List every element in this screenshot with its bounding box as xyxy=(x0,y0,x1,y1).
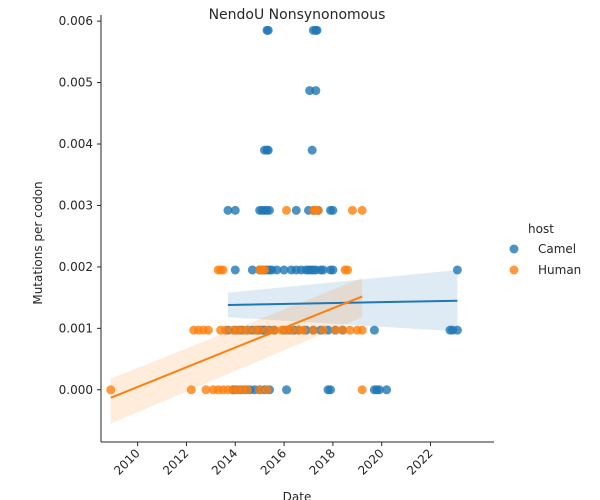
data-point-camel xyxy=(279,265,289,275)
data-point-human xyxy=(343,265,353,275)
y-tick-label: 0.003 xyxy=(59,198,93,212)
legend-marker-camel xyxy=(509,244,519,254)
data-point-human xyxy=(242,385,252,395)
data-point-camel xyxy=(282,385,292,395)
x-tick-label: 2016 xyxy=(258,446,289,477)
data-point-camel xyxy=(328,265,338,275)
y-tick-label: 0.000 xyxy=(59,383,93,397)
x-tick-label: 2010 xyxy=(111,446,142,477)
data-point-camel xyxy=(374,385,384,395)
data-point-camel xyxy=(263,145,273,155)
regression-lines xyxy=(110,295,458,399)
x-axis-label: Date xyxy=(283,490,312,500)
data-point-camel xyxy=(247,265,257,275)
data-point-camel xyxy=(307,145,317,155)
data-point-human xyxy=(106,385,116,395)
legend-label-human: Human xyxy=(538,263,581,277)
y-axis-label: Mutations per codon xyxy=(31,181,45,304)
confidence-bands xyxy=(110,269,458,424)
data-point-human xyxy=(357,205,367,215)
data-point-camel xyxy=(382,385,392,395)
data-point-human xyxy=(313,205,323,215)
x-tick-label: 2012 xyxy=(160,446,191,477)
x-tick-label: 2022 xyxy=(404,446,435,477)
y-tick-label: 0.004 xyxy=(59,137,93,151)
legend-marker-human xyxy=(509,265,519,275)
y-tick-label: 0.002 xyxy=(59,260,93,274)
ci-band-camel xyxy=(227,269,458,332)
y-tick-label: 0.006 xyxy=(59,14,93,28)
data-point-human xyxy=(242,325,252,335)
data-point-human xyxy=(255,325,265,335)
data-point-human xyxy=(262,325,272,335)
data-point-camel xyxy=(223,205,233,215)
data-point-camel xyxy=(263,25,273,35)
data-point-human xyxy=(357,385,367,395)
legend-title: host xyxy=(528,222,554,236)
data-point-camel xyxy=(452,325,462,335)
regression-line-camel xyxy=(227,299,458,306)
data-point-human xyxy=(347,205,357,215)
data-point-human xyxy=(201,385,211,395)
data-point-human xyxy=(282,205,292,215)
legend-label-camel: Camel xyxy=(538,242,576,256)
data-point-human xyxy=(203,325,213,335)
data-point-camel xyxy=(272,265,282,275)
x-tick-label: 2020 xyxy=(355,446,386,477)
y-tick-label: 0.001 xyxy=(59,321,93,335)
data-point-camel xyxy=(264,205,274,215)
data-point-camel xyxy=(311,86,321,96)
chart-title: NendoU Nonsynonomous xyxy=(209,7,386,23)
data-point-camel xyxy=(312,25,322,35)
x-tick-label: 2014 xyxy=(209,446,240,477)
data-point-camel xyxy=(452,265,462,275)
data-point-camel xyxy=(328,205,338,215)
data-point-human xyxy=(255,385,265,395)
data-point-human xyxy=(345,325,355,335)
data-point-human xyxy=(286,325,296,335)
data-points xyxy=(106,25,462,395)
data-point-human xyxy=(218,265,228,275)
ci-band-human xyxy=(110,277,363,424)
data-point-human xyxy=(330,325,340,335)
data-point-human xyxy=(318,325,328,335)
data-point-human xyxy=(220,325,230,335)
data-point-camel xyxy=(369,325,379,335)
data-point-human xyxy=(308,325,318,335)
regression-line-human xyxy=(110,295,363,399)
data-point-human xyxy=(338,325,348,335)
data-point-human xyxy=(260,265,270,275)
data-point-camel xyxy=(325,385,335,395)
data-point-camel xyxy=(318,265,328,275)
legend: host Camel Human xyxy=(509,222,581,277)
data-point-human xyxy=(186,385,196,395)
data-point-camel xyxy=(230,265,240,275)
data-point-camel xyxy=(230,205,240,215)
data-point-camel xyxy=(291,205,301,215)
y-tick-label: 0.005 xyxy=(59,76,93,90)
data-point-human xyxy=(299,325,309,335)
x-tick-label: 2018 xyxy=(307,446,338,477)
data-point-human xyxy=(262,385,272,395)
axes: 0.000 0.001 0.002 0.003 0.004 0.005 0.006 2010 2… xyxy=(59,14,494,478)
data-point-human xyxy=(357,325,367,335)
